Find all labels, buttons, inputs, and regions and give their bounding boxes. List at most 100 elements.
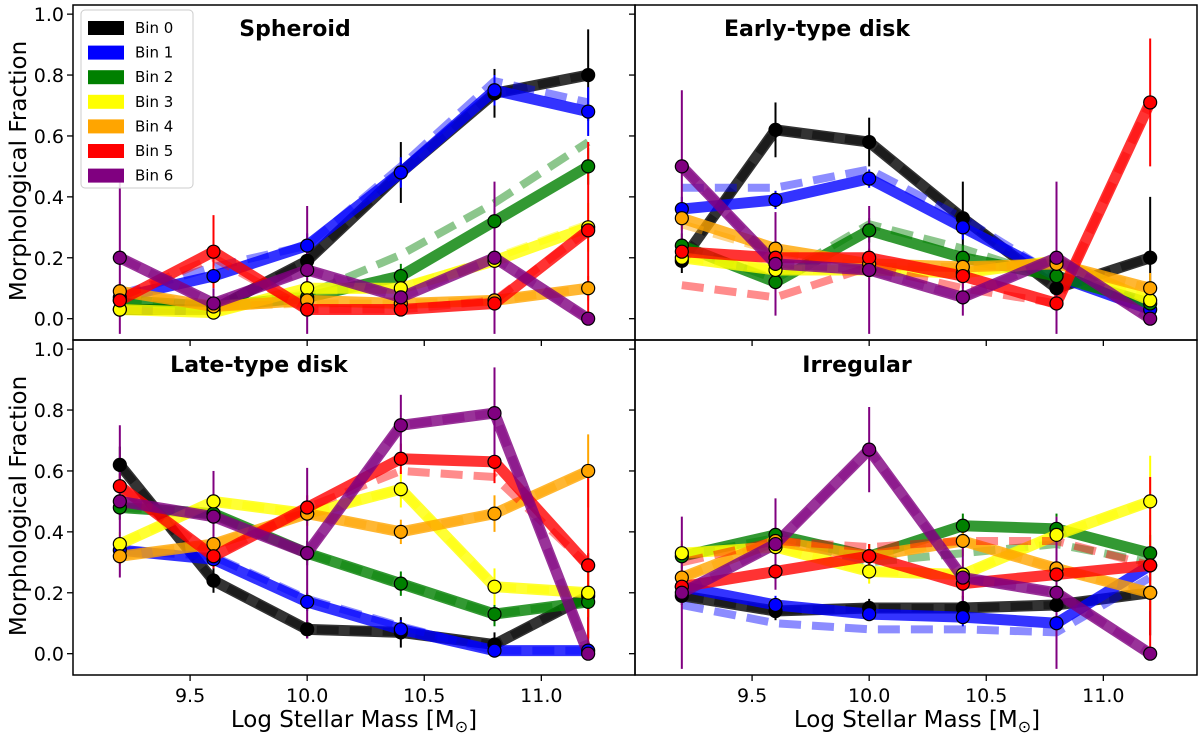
dashed-line-bin-1 bbox=[681, 165, 1152, 308]
legend-swatch-1 bbox=[88, 45, 124, 60]
data-point-bin-3 bbox=[1143, 293, 1158, 308]
data-point-bin-1 bbox=[768, 597, 783, 613]
legend-swatch-0 bbox=[88, 21, 124, 35]
x-axis-label-left: Log Stellar Mass [M⊙] bbox=[231, 707, 477, 736]
data-point-bin-2 bbox=[581, 159, 596, 174]
data-point-bin-6 bbox=[768, 256, 783, 271]
y-tick-label: 0.4 bbox=[34, 522, 64, 544]
series-line-bin-3 bbox=[114, 483, 594, 599]
panel-early-type-disk: Early-type disk bbox=[629, 4, 1198, 346]
data-point-bin-0 bbox=[112, 457, 127, 472]
data-point-bin-6 bbox=[955, 570, 970, 585]
data-point-bin-3 bbox=[206, 494, 221, 509]
data-point-bin-1 bbox=[581, 104, 596, 119]
data-point-bin-5 bbox=[862, 549, 877, 564]
x-tick-label: 10.5 bbox=[965, 685, 1007, 707]
y-axis-label-top: Morphological Fraction bbox=[6, 41, 32, 301]
data-point-bin-3 bbox=[581, 585, 596, 600]
data-point-bin-5 bbox=[206, 244, 221, 259]
dashed-line-bin-1 bbox=[118, 77, 590, 299]
panel-frame bbox=[634, 339, 1198, 676]
y-tick-label: 1.0 bbox=[34, 4, 64, 26]
data-point-bin-3 bbox=[300, 281, 315, 296]
data-point-bin-6 bbox=[581, 646, 596, 661]
data-point-bin-5 bbox=[393, 302, 408, 317]
data-point-bin-5 bbox=[1143, 95, 1158, 110]
data-point-bin-4 bbox=[581, 463, 596, 479]
legend-label-3: Bin 3 bbox=[135, 93, 173, 111]
dashed-line-bin-5 bbox=[681, 100, 1154, 308]
plot-area bbox=[112, 29, 596, 334]
series-line-bin-6 bbox=[676, 444, 1156, 660]
data-point-bin-4 bbox=[581, 281, 596, 296]
data-point-bin-3 bbox=[487, 579, 502, 594]
data-point-bin-2 bbox=[393, 576, 408, 591]
data-point-bin-2 bbox=[955, 518, 970, 533]
data-point-bin-5 bbox=[581, 223, 596, 238]
plot-area bbox=[674, 38, 1158, 334]
data-point-bin-6 bbox=[393, 418, 408, 433]
x-tick-label: 11.0 bbox=[520, 685, 562, 707]
data-point-bin-0 bbox=[206, 573, 221, 588]
data-point-bin-2 bbox=[768, 275, 783, 290]
data-point-bin-3 bbox=[1143, 494, 1158, 509]
plot-area bbox=[674, 407, 1158, 669]
data-point-bin-5 bbox=[300, 302, 315, 317]
data-point-bin-2 bbox=[1143, 546, 1158, 561]
data-point-bin-3 bbox=[862, 564, 877, 579]
x-axis-label-left-text: Log Stellar Mass [M bbox=[231, 707, 455, 733]
legend-label-0: Bin 0 bbox=[135, 19, 173, 37]
data-point-bin-4 bbox=[487, 506, 502, 521]
x-tick-label: 10.0 bbox=[848, 685, 890, 707]
x-axis-label-right: Log Stellar Mass [M⊙] bbox=[794, 707, 1040, 736]
data-point-bin-5 bbox=[1049, 567, 1064, 582]
plot-area bbox=[112, 367, 596, 661]
data-point-bin-4 bbox=[393, 524, 408, 539]
legend-swatch-5 bbox=[88, 144, 124, 158]
data-point-bin-1 bbox=[393, 622, 408, 637]
data-point-bin-1 bbox=[955, 220, 970, 235]
series-line-bin-4 bbox=[114, 282, 594, 312]
data-point-bin-6 bbox=[112, 494, 127, 509]
data-point-bin-4 bbox=[674, 211, 689, 226]
data-point-bin-6 bbox=[862, 442, 877, 457]
legend-label-6: Bin 6 bbox=[135, 167, 173, 185]
series-line-bin-5 bbox=[114, 224, 594, 316]
x-axis-label-right-text: Log Stellar Mass [M bbox=[794, 707, 1018, 733]
data-point-bin-5 bbox=[487, 296, 502, 311]
data-point-bin-2 bbox=[487, 606, 502, 622]
x-tick-label: 11.0 bbox=[1082, 685, 1124, 707]
panel-title: Spheroid bbox=[239, 17, 350, 42]
data-point-bin-4 bbox=[1143, 585, 1158, 600]
legend: Bin 0 Bin 1 Bin 2 Bin 3 Bin 4 Bin 5 Bin 6 bbox=[80, 9, 194, 189]
data-point-bin-1 bbox=[393, 165, 408, 180]
data-point-bin-6 bbox=[300, 262, 315, 278]
data-point-bin-5 bbox=[581, 558, 596, 573]
data-point-bin-6 bbox=[674, 585, 689, 600]
x-tick-label: 9.5 bbox=[175, 685, 205, 707]
data-point-bin-6 bbox=[487, 405, 502, 421]
data-point-bin-0 bbox=[1143, 250, 1158, 265]
y-tick-label: 0.6 bbox=[34, 126, 64, 148]
data-point-bin-2 bbox=[1049, 268, 1064, 284]
series-line-bin-1 bbox=[114, 84, 594, 303]
data-point-bin-4 bbox=[112, 549, 127, 564]
dashed-line-bin-5 bbox=[680, 537, 1152, 570]
panel-title: Irregular bbox=[802, 353, 912, 378]
data-point-bin-5 bbox=[862, 250, 877, 265]
data-point-bin-1 bbox=[955, 610, 970, 625]
data-point-bin-2 bbox=[862, 223, 877, 238]
data-point-bin-4 bbox=[206, 536, 221, 552]
data-point-bin-1 bbox=[300, 238, 315, 253]
data-point-bin-6 bbox=[1049, 585, 1064, 600]
legend-label-1: Bin 1 bbox=[135, 44, 173, 62]
legend-label-5: Bin 5 bbox=[135, 142, 173, 160]
y-tick-label: 0.0 bbox=[34, 644, 64, 666]
data-point-bin-6 bbox=[674, 159, 689, 174]
series-line-bin-6 bbox=[114, 407, 594, 660]
data-point-bin-6 bbox=[1143, 646, 1158, 661]
series-line-bin-1 bbox=[676, 559, 1156, 629]
y-tick-label: 0.6 bbox=[34, 461, 64, 483]
x-tick-label: 10.5 bbox=[403, 685, 445, 707]
data-point-bin-1 bbox=[206, 268, 221, 284]
